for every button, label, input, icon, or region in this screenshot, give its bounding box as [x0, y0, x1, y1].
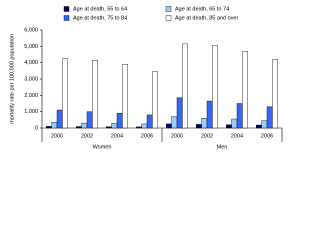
x-tick-label: 2004 [231, 133, 243, 139]
y-tick-label: 3,000 [24, 76, 38, 82]
bar [176, 97, 183, 129]
y-axis-label: mortality rate per 100,000 population [9, 34, 15, 124]
legend-swatch [63, 6, 70, 12]
chart: mortality rate per 100,000 population Ag… [9, 6, 283, 150]
bar [62, 58, 69, 129]
bar [105, 126, 112, 129]
bar [75, 126, 82, 129]
x-tick-label: 2006 [141, 133, 153, 139]
y-tick-label: 2,000 [24, 93, 38, 99]
legend-label: Age at death, 55 to 64 [73, 6, 127, 12]
bar [56, 109, 63, 129]
y-tick-label: 0 [35, 125, 38, 131]
bar [141, 123, 148, 129]
group-label: Women [93, 144, 112, 150]
group-label: Men [217, 144, 228, 150]
legend-label: Age at death, 75 to 84 [73, 15, 127, 21]
x-tick-label: 2006 [261, 133, 273, 139]
bar [256, 124, 262, 129]
y-tick-label: 5,000 [24, 44, 38, 50]
bar [122, 64, 129, 129]
x-tick-label: 2002 [81, 133, 93, 139]
bar [135, 126, 142, 129]
bar [86, 111, 93, 129]
y-tick-label: 1,000 [24, 109, 38, 115]
y-tick-label: 6,000 [24, 27, 38, 33]
legend-label: Age at death, 65 to 74 [175, 6, 229, 12]
bar [272, 59, 278, 129]
bar [165, 123, 172, 129]
bar [152, 71, 158, 129]
legend-swatch [165, 6, 172, 12]
bar [206, 100, 213, 129]
bar [236, 103, 243, 129]
y-tick-label: 4,000 [24, 60, 38, 66]
bar [81, 122, 88, 129]
bar [46, 126, 52, 129]
x-tick-label: 2000 [51, 133, 63, 139]
bar [182, 43, 188, 129]
bar [92, 60, 99, 129]
x-tick-label: 2002 [201, 133, 213, 139]
bar [116, 113, 123, 129]
bar [212, 45, 218, 129]
bar [231, 118, 238, 129]
bar [51, 122, 58, 129]
bar [266, 106, 273, 129]
bar [242, 51, 248, 129]
bar [171, 116, 178, 129]
x-tick-label: 2000 [171, 133, 183, 139]
legend-swatch [63, 15, 70, 21]
x-tick-label: 2004 [111, 133, 123, 139]
bar [195, 124, 202, 129]
legend-label: Age at death, 85 and over [175, 15, 238, 21]
bar [201, 117, 208, 129]
bar [146, 114, 153, 129]
bar [111, 123, 118, 129]
legend-swatch [165, 15, 172, 21]
bar [261, 120, 268, 129]
bar [225, 124, 232, 129]
